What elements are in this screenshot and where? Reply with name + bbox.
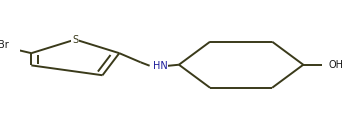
Text: HN: HN — [153, 61, 167, 71]
Text: Br: Br — [0, 40, 9, 50]
Text: S: S — [72, 34, 79, 45]
Text: OH: OH — [329, 60, 344, 70]
